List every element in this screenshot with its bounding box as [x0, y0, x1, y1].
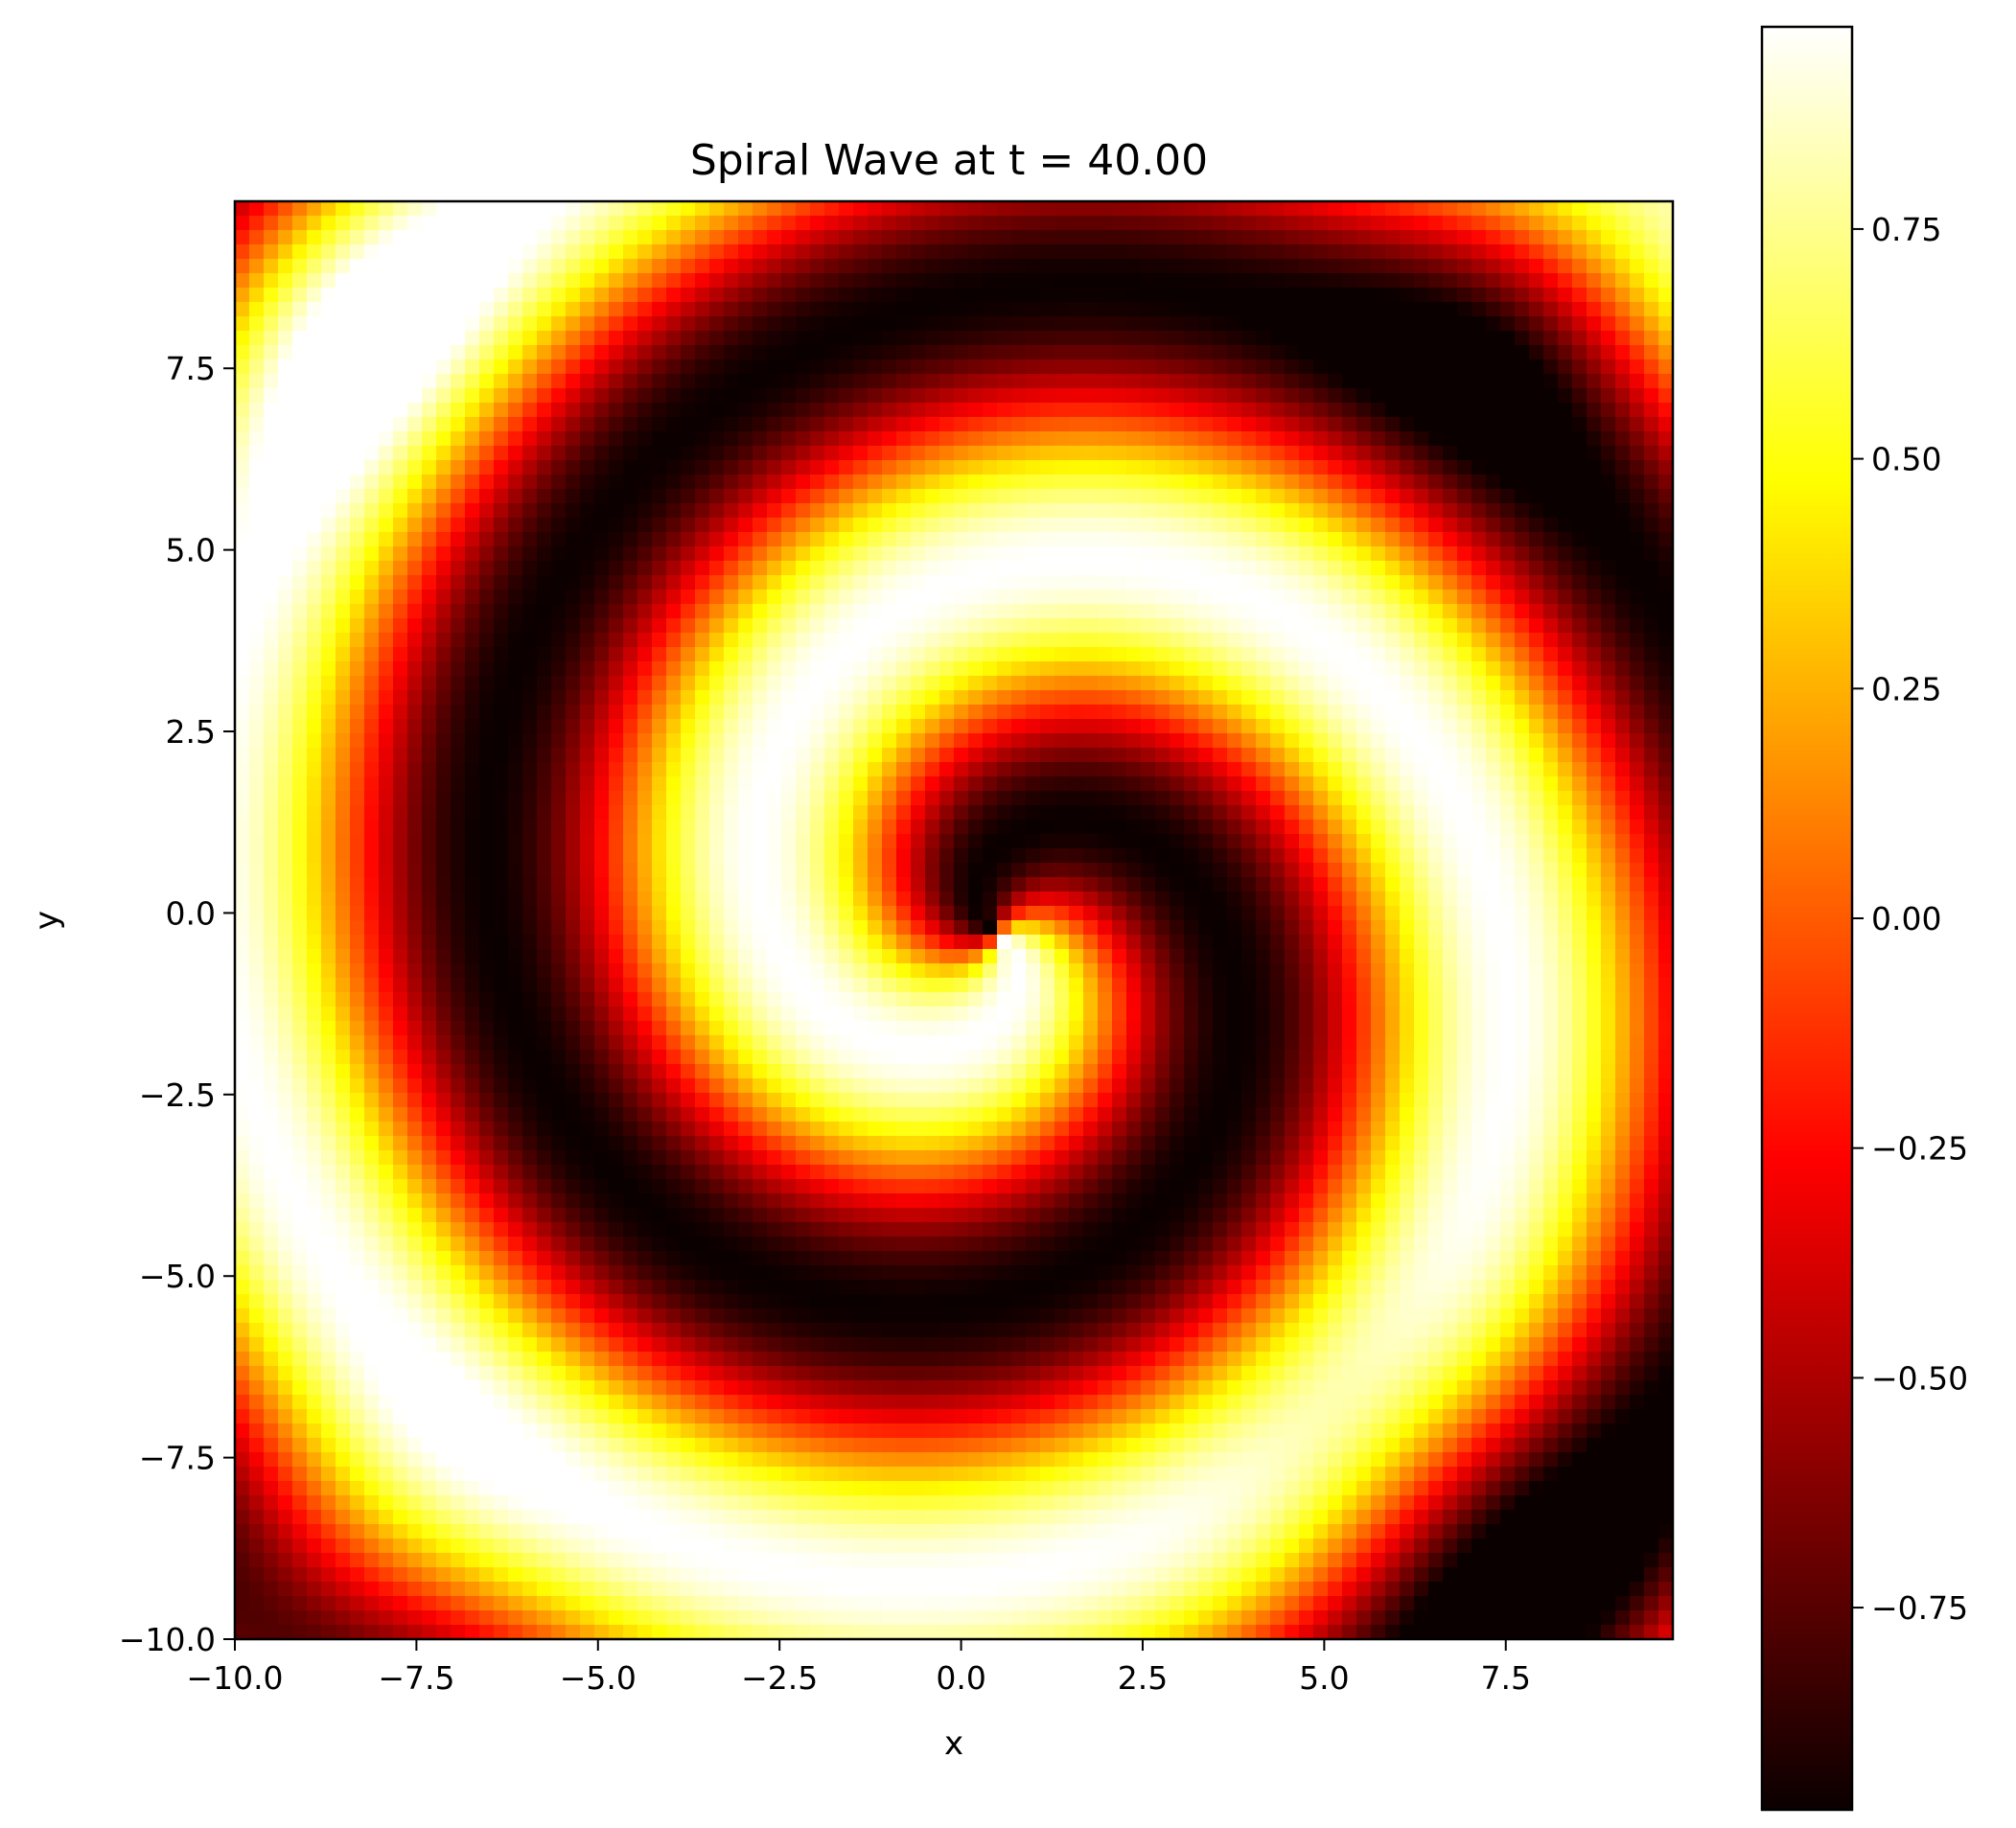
- colorbar-axis: 0.75 0.50 0.25 0.00 −0.25 −0.50 −0.75: [1852, 211, 1968, 1627]
- x-tick-label: 5.0: [1299, 1659, 1349, 1697]
- colorbar-tick-label: 0.75: [1871, 211, 1941, 248]
- colorbar-tick-label: −0.75: [1871, 1589, 1968, 1627]
- y-axis-label: y: [28, 911, 66, 930]
- x-tick-label: −10.0: [186, 1659, 283, 1697]
- y-tick-label: −10.0: [119, 1621, 216, 1658]
- x-tick-label: 0.0: [936, 1659, 985, 1697]
- x-tick-label: −5.0: [560, 1659, 637, 1697]
- y-tick-label: −5.0: [139, 1258, 216, 1295]
- chart-title: Spiral Wave at t = 40.00: [690, 136, 1208, 185]
- heatmap-canvas: [235, 201, 1673, 1639]
- colorbar-tick-label: 0.50: [1871, 441, 1941, 478]
- plot-frame: [233, 199, 1675, 1641]
- y-tick-label: −7.5: [139, 1440, 216, 1477]
- x-tick-label: −2.5: [741, 1659, 818, 1697]
- colorbar-gradient: [1760, 25, 1854, 1812]
- y-tick-label: 5.0: [166, 532, 216, 569]
- colorbar-tick-label: −0.25: [1871, 1130, 1968, 1168]
- colorbar-tick-label: −0.50: [1871, 1359, 1968, 1397]
- colorbar-tick-label: 0.00: [1871, 900, 1941, 937]
- y-tick-label: 7.5: [166, 350, 216, 387]
- y-axis: −10.0 −7.5 −5.0 −2.5 0.0 2.5 5.0 7.5: [119, 350, 235, 1658]
- colorbar-tick-label: 0.25: [1871, 670, 1941, 707]
- x-tick-label: 7.5: [1481, 1659, 1531, 1697]
- x-axis-label: x: [944, 1724, 963, 1763]
- heatmap: [235, 201, 1673, 1639]
- y-tick-label: 2.5: [166, 713, 216, 751]
- x-tick-label: 2.5: [1118, 1659, 1168, 1697]
- colorbar: 0.75 0.50 0.25 0.00 −0.25 −0.50 −0.75: [1760, 25, 1968, 1812]
- x-axis: −10.0 −7.5 −5.0 −2.5 0.0 2.5 5.0 7.5: [186, 1639, 1531, 1697]
- x-tick-label: −7.5: [378, 1659, 454, 1697]
- y-tick-label: −2.5: [139, 1076, 216, 1114]
- y-tick-label: 0.0: [166, 894, 216, 932]
